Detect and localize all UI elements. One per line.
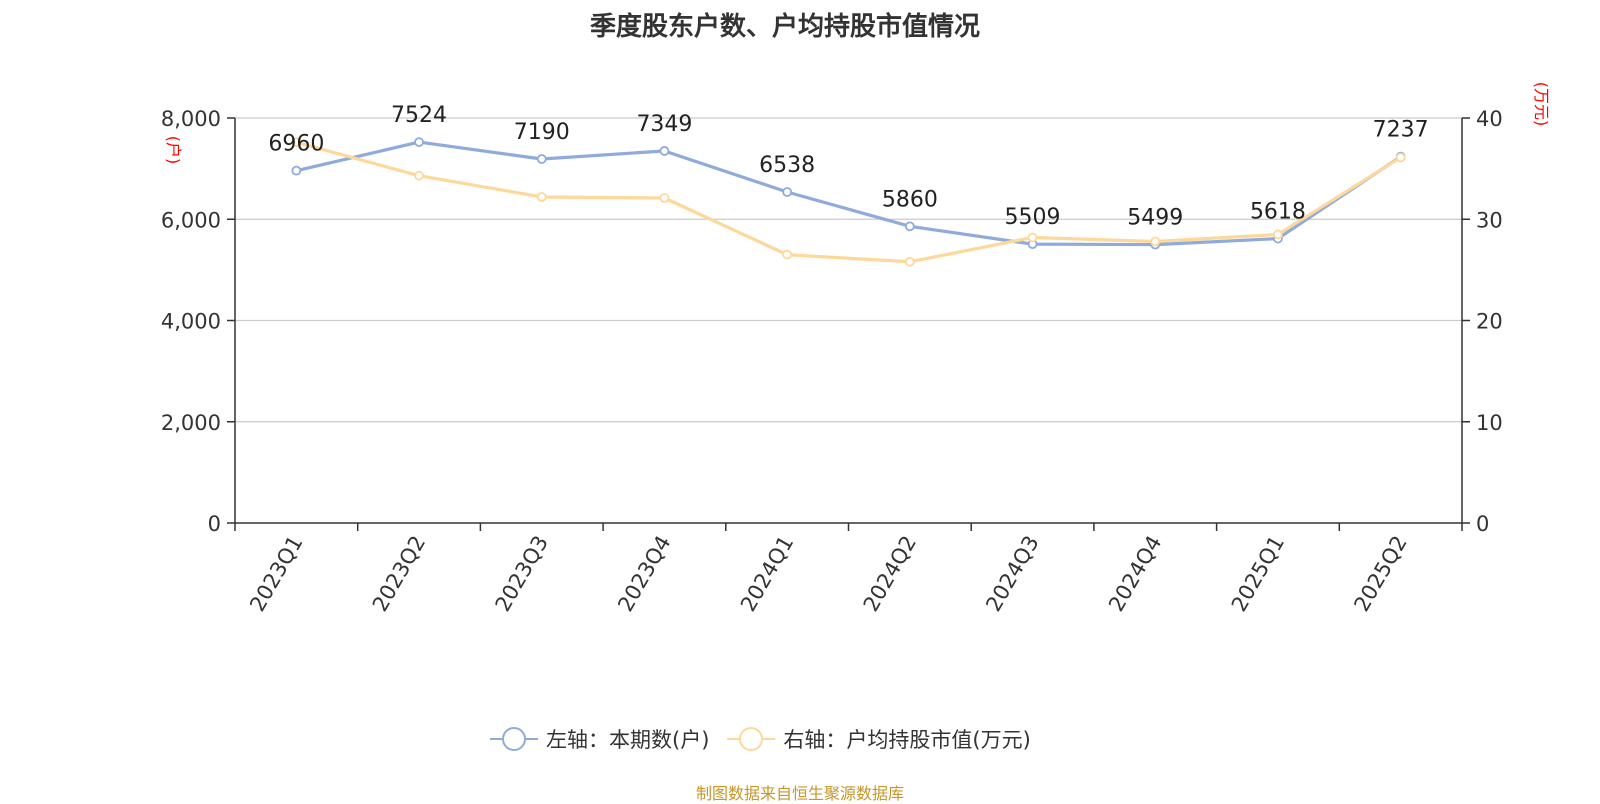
data-label: 7237 [1373,118,1429,143]
data-label: 7190 [514,120,570,145]
legend-circle-icon [490,725,538,753]
left-axis-tick-label: 0 [208,512,221,536]
series-1-point [291,165,302,176]
series-2-point [659,193,670,203]
right-axis-tick-label: 40 [1476,107,1503,131]
right-axis-tick-label: 10 [1476,411,1503,435]
data-label: 6960 [268,132,324,157]
source-note: 制图数据来自恒生聚源数据库 [695,784,904,803]
data-label: 6538 [759,153,815,178]
x-axis-category-label: 2025Q2 [1349,532,1411,616]
data-label: 5499 [1127,206,1183,231]
series-2-point [414,170,424,181]
x-axis-category-label: 2023Q1 [245,532,307,616]
legend: 左轴：本期数(户) 右轴：户均持股市值(万元) [490,724,1049,754]
series-1-point [536,154,547,164]
series-1-point [904,221,915,232]
right-axis-tick-label: 20 [1476,310,1503,334]
data-label: 7349 [636,112,692,137]
data-label: 5860 [882,187,938,212]
series-2-point [1150,236,1161,247]
x-axis-category-label: 2023Q3 [491,532,553,616]
x-axis-category-label: 2024Q2 [859,532,921,616]
x-axis-category-label: 2024Q4 [1104,532,1166,616]
series-1-point [414,137,424,147]
series-2-point [1027,232,1038,243]
x-axis-category-label: 2025Q1 [1227,532,1289,616]
series-2-point [536,192,547,202]
right-axis-tick-label: 0 [1476,512,1489,536]
x-axis-category-label: 2024Q3 [981,532,1043,616]
series-2-point [904,256,915,267]
left-axis-tick-label: 8,000 [161,107,221,131]
legend-item-series-1[interactable]: 左轴：本期数(户) [490,724,709,754]
x-axis-category-label: 2023Q4 [613,532,675,616]
series-2-point [1395,152,1406,163]
left-axis-tick-label: 4,000 [161,310,221,334]
series-2-point [782,249,793,260]
legend-circle-icon [727,725,776,753]
x-axis-category-label: 2023Q2 [368,532,430,616]
chart-title: 季度股东户数、户均持股市值情况 [589,12,980,42]
legend-marker-2 [739,727,764,751]
left-axis-tick-label: 2,000 [161,411,221,435]
legend-label-series-2: 右轴：户均持股市值(万元) [783,728,1031,752]
left-axis-tick-label: 6,000 [161,208,221,232]
right-axis-unit: (万元) [1532,82,1551,127]
data-label: 5509 [1005,205,1061,230]
x-axis-category-label: 2024Q1 [736,532,798,616]
series-2-point [1273,229,1283,240]
data-label: 5618 [1250,200,1306,225]
legend-marker-1 [502,727,526,751]
right-axis-tick-label: 30 [1476,208,1503,232]
series-1-point [659,146,670,156]
left-axis-unit: (户) [164,136,183,165]
legend-label-series-1: 左轴：本期数(户) [546,728,710,752]
series-2-point [291,137,302,148]
series-line-1 [295,140,1402,247]
data-label: 7524 [391,103,447,128]
series-line-2 [295,140,1402,264]
legend-item-series-2[interactable]: 右轴：户均持股市值(万元) [727,724,1031,754]
series-1-point [782,187,793,197]
